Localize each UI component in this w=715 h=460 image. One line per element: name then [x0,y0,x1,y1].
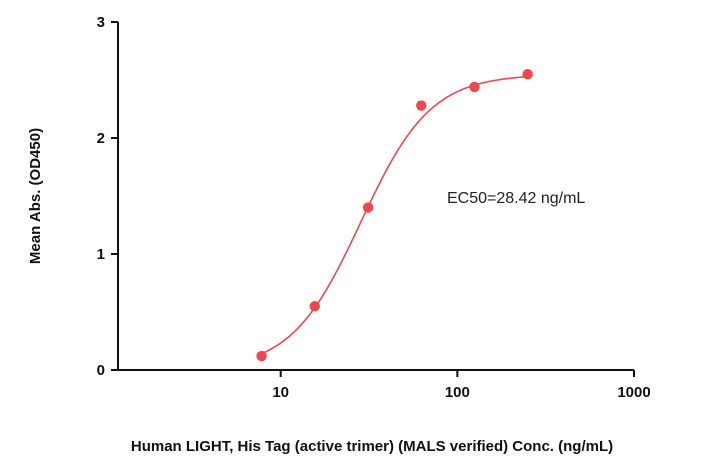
y-ticks: 0 1 2 3 [97,14,118,379]
data-point [362,202,374,213]
ec50-annotation: EC50=28.42 ng/mL [447,190,585,207]
x-axis-title: Human LIGHT, His Tag (active trimer) (MA… [131,438,613,455]
data-point [416,100,427,111]
x-tick-label: 1000 [617,384,650,401]
x-tick-label: 10 [272,384,289,401]
fit-curve [261,75,528,355]
data-point [522,69,533,80]
axes [117,22,634,371]
data-point [256,350,267,362]
y-tick-label: 3 [97,14,105,31]
data-point [309,301,320,312]
y-tick-label: 1 [97,246,105,263]
y-tick-label: 0 [97,362,105,379]
y-tick-label: 2 [97,130,105,147]
data-point [469,81,480,93]
y-axis-title: Mean Abs. (OD450) [27,128,44,264]
x-tick-label: 100 [445,384,470,401]
x-ticks: 10 100 1000 [272,370,651,401]
data-points [256,69,533,362]
